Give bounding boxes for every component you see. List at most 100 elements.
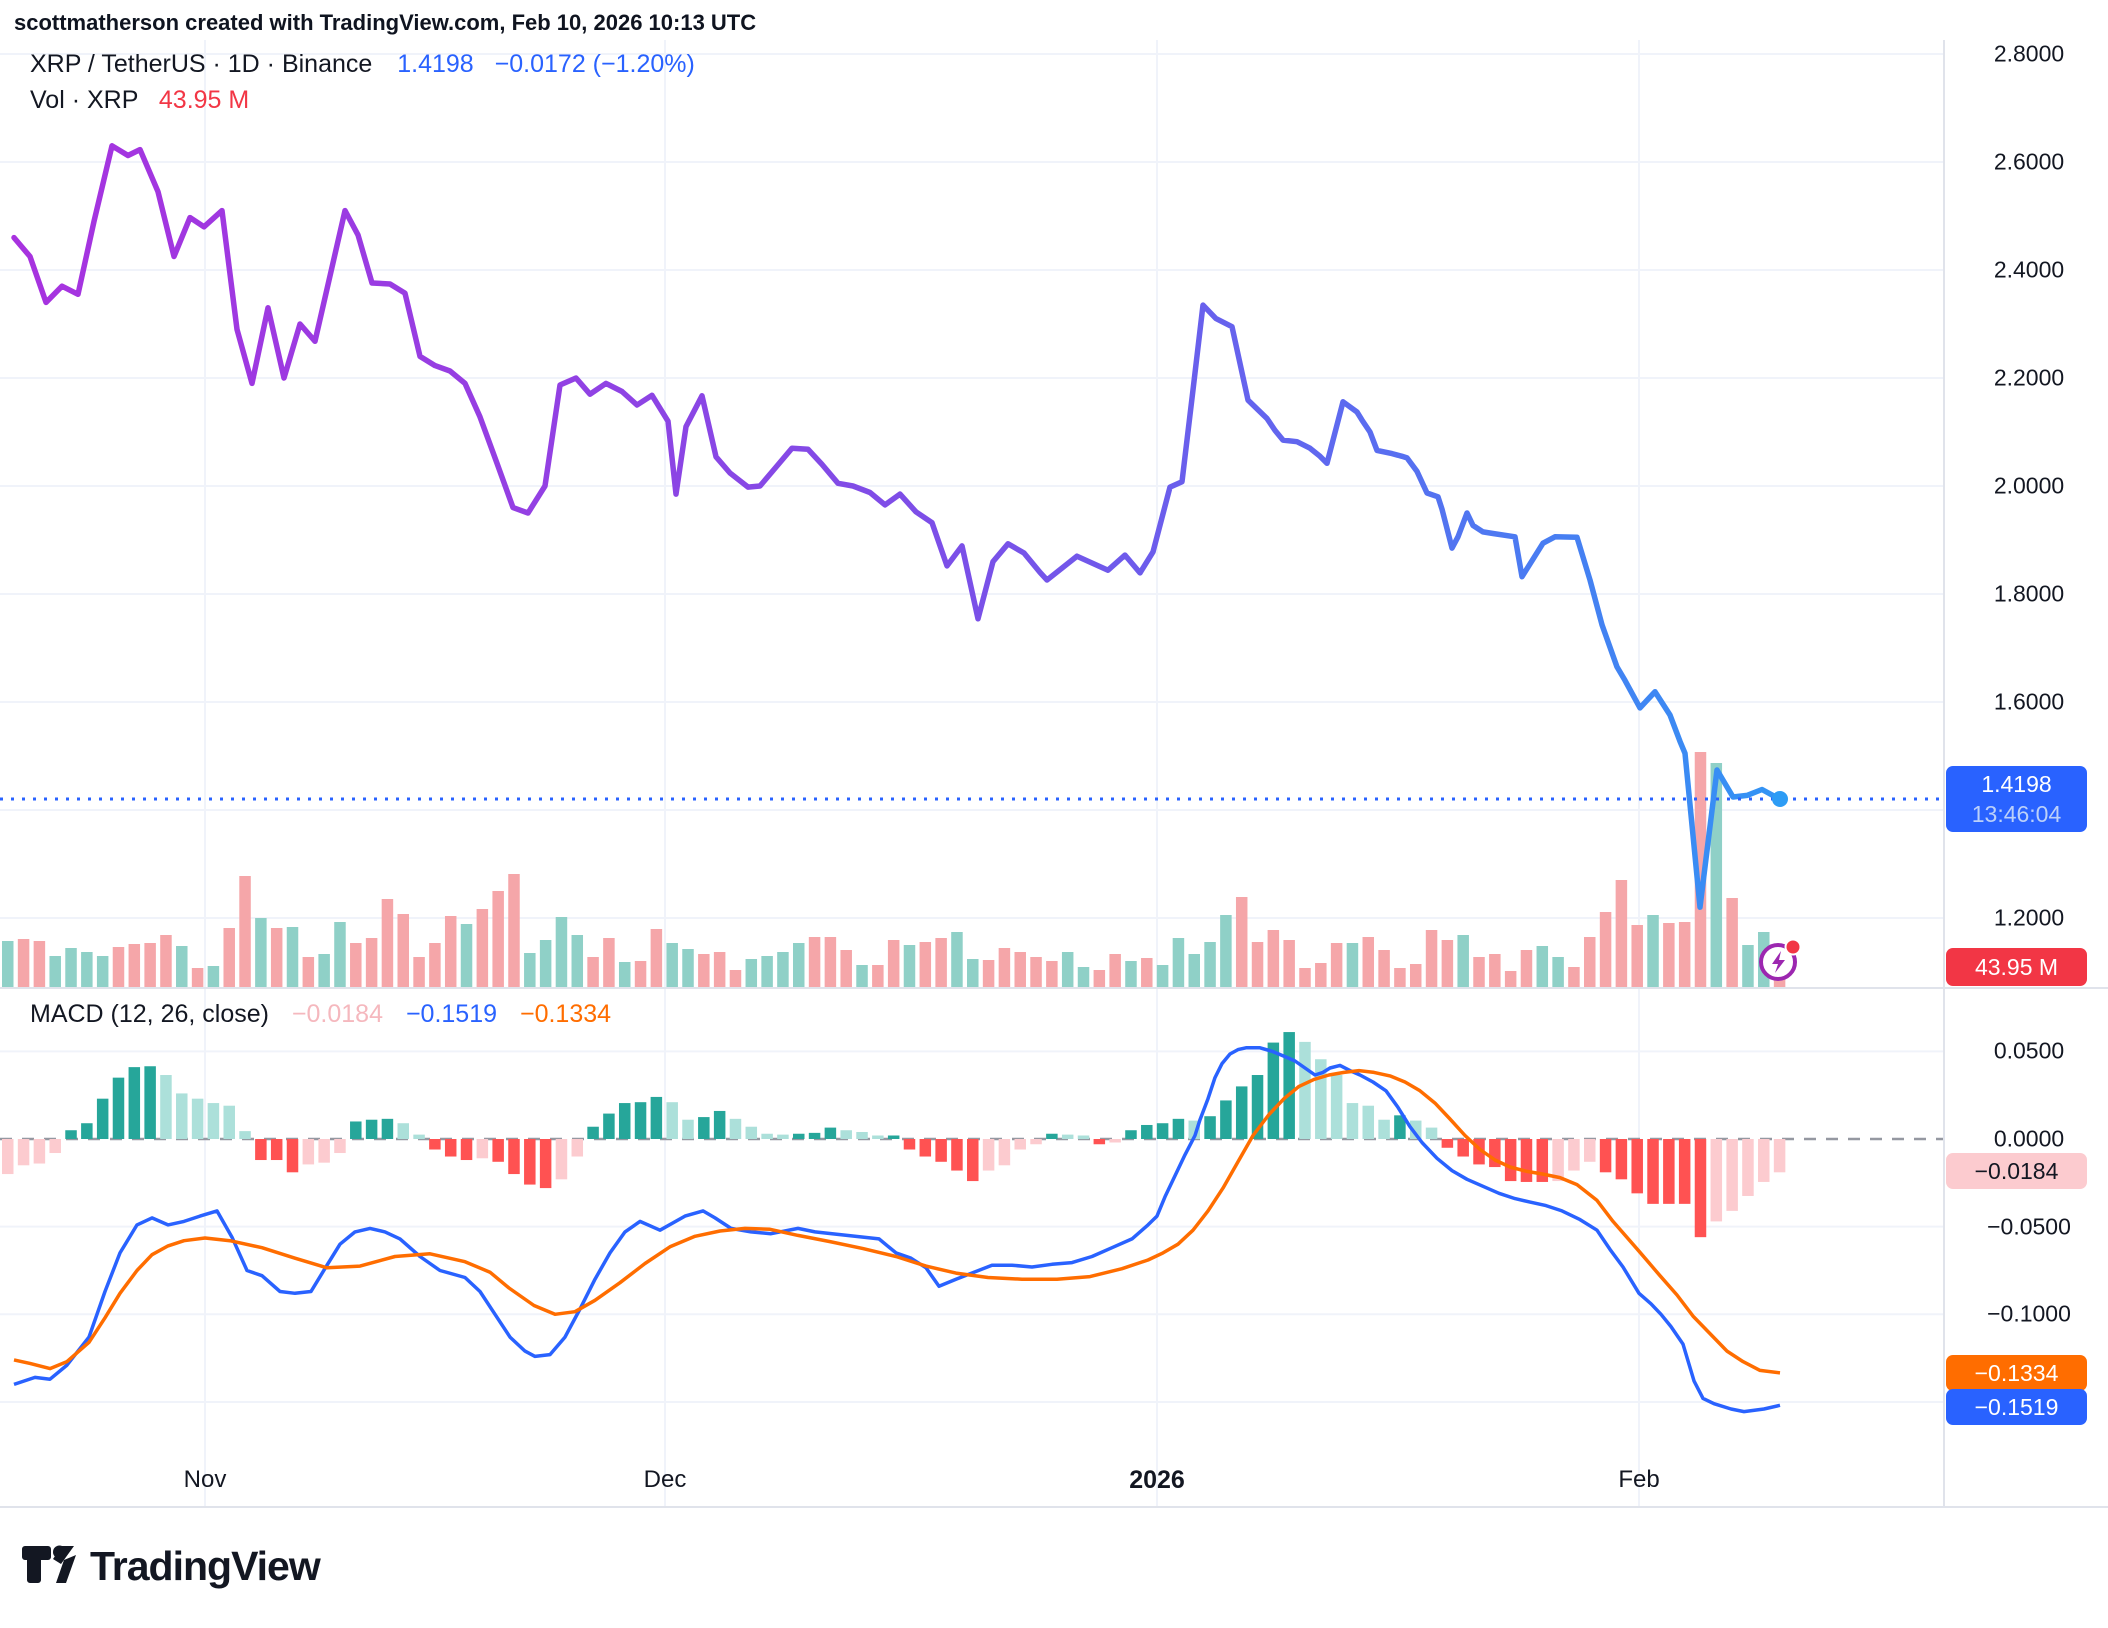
macd-line-value: −0.1519 xyxy=(405,1000,498,1028)
volume-bar xyxy=(223,928,235,987)
boost-icon[interactable] xyxy=(1752,932,1808,988)
volume-bar xyxy=(160,935,172,987)
volume-bar xyxy=(524,953,536,987)
volume-bar xyxy=(603,938,615,987)
macd-histogram-bar xyxy=(160,1075,172,1139)
volume-bar xyxy=(65,948,77,987)
macd-histogram-bar xyxy=(1599,1139,1612,1173)
macd-histogram-bar xyxy=(270,1139,283,1161)
macd-histogram-bar xyxy=(713,1110,726,1139)
macd-histogram-bar xyxy=(729,1118,742,1139)
volume-bar xyxy=(982,960,995,987)
volume-bar xyxy=(919,942,932,987)
macd-histogram-bar xyxy=(1046,1133,1058,1139)
volume-bar xyxy=(1061,952,1074,987)
volume-bar xyxy=(1077,967,1090,987)
macd-histogram-bar xyxy=(49,1139,61,1154)
tradingview-logo-text: TradingView xyxy=(90,1542,321,1589)
macd-signal-value: −0.1334 xyxy=(519,1000,612,1028)
volume-bar xyxy=(460,924,473,987)
macd-histogram-bar xyxy=(982,1139,995,1171)
symbol-title[interactable]: XRP / TetherUS · 1D · Binance xyxy=(30,50,373,78)
macd-histogram-bar xyxy=(1758,1139,1770,1182)
volume-bar xyxy=(17,939,30,987)
macd-histogram-bar xyxy=(666,1102,678,1139)
volume-bar xyxy=(1663,923,1675,987)
volume-bar xyxy=(998,948,1011,987)
volume-bar xyxy=(429,943,441,987)
macd-histogram-bar xyxy=(2,1139,14,1175)
volume-bar xyxy=(413,957,425,987)
volume-bar xyxy=(1536,946,1549,987)
macd-histogram-bar xyxy=(1188,1120,1200,1139)
volume-bar xyxy=(1710,763,1723,987)
volume-bar xyxy=(634,961,647,987)
symbol-header[interactable]: XRP / TetherUS · 1D · Binance 1.4198 −0.… xyxy=(30,50,695,79)
volume-bar xyxy=(191,968,204,987)
macd-histogram-bar xyxy=(808,1132,821,1139)
macd-histogram-bar xyxy=(745,1126,758,1139)
volume-badge: 43.95 M xyxy=(1946,948,2087,986)
time-tick-nov: Nov xyxy=(183,1466,227,1493)
price-line xyxy=(11,143,1783,910)
volume-bar xyxy=(793,943,805,987)
volume-bar xyxy=(1172,938,1185,987)
volume-legend[interactable]: Vol · XRP 43.95 M xyxy=(30,86,249,115)
volume-bar xyxy=(1093,970,1106,987)
macd-histogram-bar xyxy=(1346,1103,1359,1139)
macd-histogram-bar xyxy=(539,1139,552,1189)
macd-tick-label: 0.0000 xyxy=(1993,1125,2065,1152)
macd-hist-badge: −0.0184 xyxy=(1946,1153,2087,1189)
volume-bar xyxy=(713,952,726,987)
volume-bar xyxy=(571,935,584,987)
macd-histogram-bar xyxy=(1077,1135,1090,1139)
volume-bar xyxy=(872,965,884,987)
tradingview-logo[interactable]: TradingView xyxy=(20,1540,321,1592)
volume-bar xyxy=(1125,961,1137,987)
volume-bar xyxy=(1204,942,1216,987)
volume-bar xyxy=(682,949,694,987)
volume-bar xyxy=(1394,968,1406,987)
volume-bar xyxy=(1520,950,1533,987)
price-tick-label: 1.6000 xyxy=(1993,688,2065,715)
volume-bar xyxy=(365,938,378,987)
macd-histogram-bar xyxy=(682,1119,694,1139)
macd-histogram-bar xyxy=(1726,1139,1738,1211)
macd-histogram-bar xyxy=(524,1139,536,1185)
volume-bar xyxy=(492,891,504,987)
volume-bar xyxy=(887,940,900,987)
macd-histogram-bar xyxy=(903,1139,916,1150)
volume-bar xyxy=(1330,943,1343,987)
macd-title[interactable]: MACD (12, 26, close) xyxy=(30,1000,269,1028)
volume-label: Vol · XRP xyxy=(30,86,138,114)
price-tick-label: 2.0000 xyxy=(1993,472,2065,499)
volume-bar xyxy=(856,965,868,987)
macd-histogram-bar xyxy=(951,1139,963,1171)
macd-histogram-bar xyxy=(1694,1139,1707,1238)
volume-bar xyxy=(1425,930,1438,987)
macd-histogram-bar xyxy=(1030,1139,1042,1145)
volume-bar xyxy=(302,957,315,987)
macd-histogram-bar xyxy=(1093,1139,1106,1145)
volume-bar xyxy=(1220,915,1232,987)
macd-histogram-bar xyxy=(476,1139,489,1159)
macd-histogram-bar xyxy=(1061,1134,1074,1139)
volume-bar xyxy=(270,928,283,987)
volume-bar xyxy=(650,929,663,987)
macd-histogram-bar xyxy=(1109,1139,1121,1143)
volume-bar xyxy=(539,940,552,987)
macd-histogram-bar xyxy=(1647,1139,1659,1204)
attribution-text: scottmatherson created with TradingView.… xyxy=(14,10,757,35)
macd-histogram-bar xyxy=(618,1103,631,1139)
macd-histogram-bar xyxy=(1425,1127,1438,1139)
macd-tick-label: −0.1000 xyxy=(1987,1300,2071,1327)
macd-legend[interactable]: MACD (12, 26, close) −0.0184 −0.1519 −0.… xyxy=(30,1000,627,1029)
volume-bar xyxy=(33,941,46,987)
volume-bar xyxy=(1378,950,1390,987)
macd-histogram-bar xyxy=(1156,1123,1169,1139)
lightning-icon xyxy=(1772,951,1785,973)
volume-bar xyxy=(1678,922,1691,987)
macd-histogram-bar xyxy=(96,1098,109,1139)
